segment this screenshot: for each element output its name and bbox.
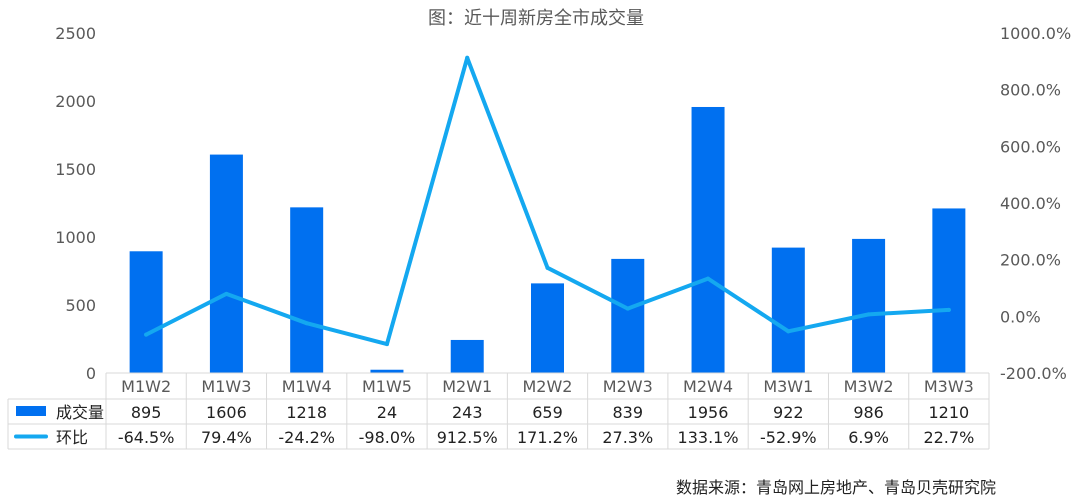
data-label-line-M3W2: 6.9% bbox=[848, 428, 889, 447]
x-tick-label: M2W2 bbox=[523, 377, 573, 396]
bar-M1W5 bbox=[370, 369, 404, 373]
chart-title: 图：近十周新房全市成交量 bbox=[428, 8, 644, 29]
data-label-bar-M3W2: 986 bbox=[853, 403, 884, 422]
data-label-bar-M1W5: 24 bbox=[377, 403, 397, 422]
y-right-tick-label: 0.0% bbox=[1000, 307, 1041, 326]
data-label-line-M3W1: -52.9% bbox=[760, 428, 817, 447]
x-tick-label: M1W3 bbox=[201, 377, 251, 396]
x-tick-label: M2W3 bbox=[603, 377, 653, 396]
x-tick-label: M1W5 bbox=[362, 377, 412, 396]
line-point-M2W3 bbox=[625, 306, 630, 311]
line-point-M2W4 bbox=[706, 276, 711, 281]
data-label-line-M1W5: -98.0% bbox=[359, 428, 416, 447]
data-label-bar-M3W1: 922 bbox=[773, 403, 804, 422]
bar-M2W2 bbox=[531, 283, 564, 373]
bar-M1W2 bbox=[129, 251, 163, 373]
line-point-M1W4 bbox=[304, 321, 309, 326]
bar-M2W1 bbox=[450, 339, 484, 373]
data-label-bar-M2W2: 659 bbox=[532, 403, 563, 422]
line-point-M1W5 bbox=[384, 342, 389, 347]
y-right-tick-label: 1000.0% bbox=[1000, 24, 1071, 43]
line-point-M3W3 bbox=[946, 307, 951, 312]
legend-label-bar: 成交量 bbox=[56, 403, 104, 422]
right-axis: -200.0% 0.0% 200.0% 400.0% 600.0% 800.0% 1000.… bbox=[1000, 24, 1071, 383]
source-note: 数据来源：青岛网上房地产、青岛贝壳研究院 bbox=[675, 478, 996, 497]
data-label-bar-M1W2: 895 bbox=[131, 403, 162, 422]
y-right-tick-label: 800.0% bbox=[1000, 81, 1061, 100]
line-point-M2W1 bbox=[465, 55, 470, 60]
data-label-bar-M2W1: 243 bbox=[452, 403, 483, 422]
data-label-line-M2W4: 133.1% bbox=[678, 428, 739, 447]
y-right-tick-label: -200.0% bbox=[1000, 364, 1067, 383]
x-tick-label: M1W4 bbox=[282, 377, 332, 396]
legend-key-bar bbox=[16, 406, 46, 416]
line-point-M1W3 bbox=[224, 291, 229, 296]
y-left-tick-label: 1500 bbox=[55, 160, 96, 179]
data-label-bar-M2W3: 839 bbox=[612, 403, 643, 422]
x-tick-label: M3W1 bbox=[763, 377, 813, 396]
data-label-bar-M1W3: 1606 bbox=[206, 403, 247, 422]
bar-M3W3 bbox=[932, 208, 966, 373]
line-point-M2W2 bbox=[545, 265, 550, 270]
line-point-M1W2 bbox=[144, 332, 149, 337]
y-left-tick-label: 0 bbox=[86, 364, 96, 383]
data-label-line-M2W2: 171.2% bbox=[517, 428, 578, 447]
bar-M3W2 bbox=[852, 238, 886, 373]
y-left-tick-label: 2000 bbox=[55, 92, 96, 111]
data-label-bar-M3W3: 1210 bbox=[929, 403, 970, 422]
bar-M2W3 bbox=[611, 258, 645, 373]
y-right-tick-label: 200.0% bbox=[1000, 251, 1061, 270]
data-label-line-M2W1: 912.5% bbox=[437, 428, 498, 447]
line-point-M3W1 bbox=[786, 329, 791, 334]
x-tick-label: M1W2 bbox=[121, 377, 171, 396]
bar-M1W4 bbox=[290, 207, 324, 373]
line-point-M3W2 bbox=[866, 312, 871, 317]
data-label-line-M3W3: 22.7% bbox=[923, 428, 974, 447]
y-right-tick-label: 400.0% bbox=[1000, 194, 1061, 213]
bar-series bbox=[129, 106, 966, 373]
data-label-line-M1W2: -64.5% bbox=[118, 428, 175, 447]
bar-M1W3 bbox=[209, 154, 243, 373]
x-tick-label: M2W1 bbox=[442, 377, 492, 396]
left-axis: 0 500 1000 1500 2000 2500 bbox=[55, 24, 96, 383]
y-left-tick-label: 1000 bbox=[55, 228, 96, 247]
y-left-tick-label: 2500 bbox=[55, 24, 96, 43]
data-table: M1W2 M1W3 M1W4 M1W5 M2W1 M2W2 M2W3 M2W4 M3W1 M3W2… bbox=[7, 372, 990, 450]
bar-M3W1 bbox=[771, 247, 805, 373]
y-left-tick-label: 500 bbox=[65, 296, 96, 315]
legend-label-line: 环比 bbox=[56, 428, 88, 447]
x-tick-label: M3W3 bbox=[924, 377, 974, 396]
data-label-bar-M1W4: 1218 bbox=[286, 403, 327, 422]
x-tick-label: M2W4 bbox=[683, 377, 733, 396]
data-label-bar-M2W4: 1956 bbox=[688, 403, 729, 422]
data-label-line-M2W3: 27.3% bbox=[602, 428, 653, 447]
data-label-line-M1W3: 79.4% bbox=[201, 428, 252, 447]
bar-M2W4 bbox=[691, 106, 725, 373]
data-label-line-M1W4: -24.2% bbox=[278, 428, 335, 447]
x-tick-label: M3W2 bbox=[844, 377, 894, 396]
y-right-tick-label: 600.0% bbox=[1000, 137, 1061, 156]
line-series bbox=[144, 55, 951, 347]
